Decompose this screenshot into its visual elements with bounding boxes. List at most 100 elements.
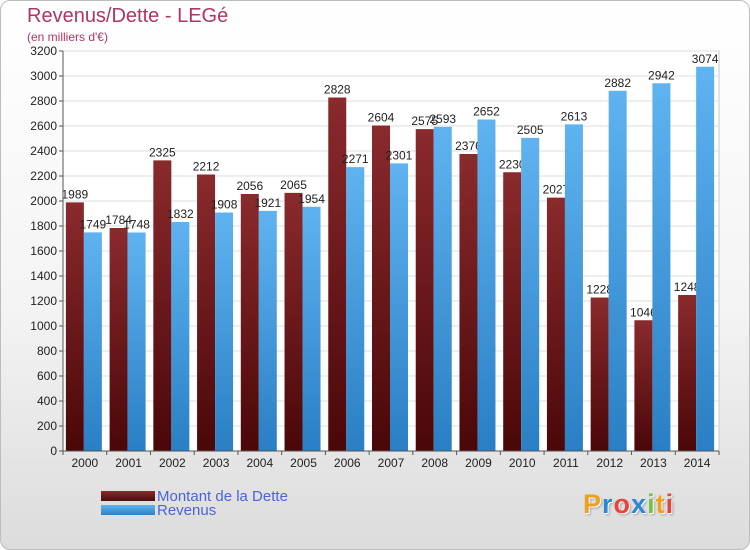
- logo-letter: i: [665, 489, 675, 519]
- y-tick-label: 2800: [30, 94, 57, 108]
- x-tick-label: 2008: [421, 456, 448, 470]
- bar-debt: [372, 125, 390, 451]
- bar-revenue: [564, 124, 583, 451]
- bar-revenue: [696, 66, 715, 451]
- data-label-revenue: 1748: [123, 218, 150, 232]
- data-label-debt: 1784: [105, 213, 132, 227]
- x-tick-label: 2002: [159, 456, 186, 470]
- bar-debt: [503, 172, 522, 451]
- x-tick-label: 2005: [290, 456, 317, 470]
- y-tick-label: 2400: [30, 144, 57, 158]
- bar-debt: [328, 97, 347, 451]
- data-label-debt: 1989: [62, 187, 89, 201]
- data-label-debt: 2027: [543, 183, 570, 197]
- bar-debt: [546, 197, 565, 451]
- bar-revenue: [521, 137, 540, 451]
- x-tick-label: 2004: [246, 456, 273, 470]
- bar-debt: [197, 174, 216, 451]
- x-tick-label: 2000: [72, 456, 99, 470]
- data-label-debt: 2376: [455, 139, 482, 153]
- bar-revenue: [477, 119, 496, 451]
- data-label-debt: 2212: [193, 160, 220, 174]
- data-label-revenue: 2301: [386, 148, 413, 162]
- bar-revenue: [390, 163, 408, 451]
- data-label-revenue: 2942: [648, 68, 675, 82]
- y-tick-label: 600: [37, 369, 57, 383]
- x-tick-label: 2014: [684, 456, 711, 470]
- data-label-revenue: 1749: [80, 217, 107, 231]
- y-tick-label: 1600: [30, 244, 57, 258]
- data-label-debt: 2604: [368, 111, 395, 125]
- y-tick-label: 1000: [30, 319, 57, 333]
- data-label-revenue: 2593: [429, 112, 456, 126]
- bar-revenue: [215, 212, 234, 451]
- legend-swatch-revenue: [101, 505, 155, 515]
- data-label-revenue: 1908: [211, 198, 238, 212]
- bar-revenue: [258, 210, 277, 451]
- x-tick-label: 2012: [596, 456, 623, 470]
- legend-item-debt: Montant de la Dette: [101, 487, 288, 505]
- bar-debt: [415, 129, 434, 451]
- data-label-debt: 2230: [499, 157, 526, 171]
- y-tick-label: 3000: [30, 69, 57, 83]
- bar-debt: [65, 202, 84, 451]
- x-tick-label: 2013: [640, 456, 667, 470]
- y-tick-label: 400: [37, 394, 57, 408]
- bar-debt: [240, 194, 259, 451]
- data-label-revenue: 3074: [692, 52, 719, 66]
- y-tick-label: 200: [37, 419, 57, 433]
- data-label-debt: 2065: [280, 178, 307, 192]
- bar-revenue: [608, 90, 627, 451]
- data-label-revenue: 2271: [342, 152, 369, 166]
- data-label-revenue: 2505: [517, 123, 544, 137]
- bar-revenue: [83, 232, 102, 451]
- bar-debt: [109, 228, 128, 451]
- bar-revenue: [346, 167, 365, 451]
- bar-debt: [459, 154, 478, 451]
- bar-debt: [590, 297, 609, 451]
- y-tick-label: 800: [37, 344, 57, 358]
- x-tick-label: 2010: [509, 456, 536, 470]
- data-label-revenue: 2882: [604, 76, 631, 90]
- y-tick-label: 3200: [30, 44, 57, 58]
- data-label-debt: 2056: [236, 179, 263, 193]
- bar-revenue: [127, 232, 146, 451]
- y-tick-label: 2200: [30, 169, 57, 183]
- data-label-revenue: 2613: [561, 109, 588, 123]
- x-tick-label: 2003: [203, 456, 230, 470]
- logo-letter: i: [647, 489, 656, 519]
- data-label-debt: 2325: [149, 145, 176, 159]
- x-tick-label: 2011: [553, 456, 579, 470]
- y-tick-label: 2000: [30, 194, 57, 208]
- y-tick-label: 1400: [30, 269, 57, 283]
- bar-revenue: [171, 222, 190, 451]
- proxiti-logo: Proxiti: [583, 489, 674, 520]
- legend-swatch-debt: [101, 491, 155, 501]
- data-label-revenue: 1832: [167, 207, 194, 221]
- bar-revenue: [302, 206, 321, 451]
- data-label-debt: 1046: [630, 305, 657, 319]
- x-tick-label: 2001: [115, 456, 142, 470]
- bar-debt: [153, 160, 172, 451]
- y-tick-label: 1800: [30, 219, 57, 233]
- bar-revenue: [433, 126, 452, 451]
- x-tick-label: 2006: [334, 456, 361, 470]
- y-tick-label: 1200: [30, 294, 57, 308]
- data-label-debt: 2575: [411, 114, 438, 128]
- data-label-debt: 1228: [586, 283, 613, 297]
- logo-letter: r: [602, 489, 614, 519]
- data-label-revenue: 2652: [473, 105, 500, 119]
- chart-title: Revenus/Dette - LEGé: [27, 5, 229, 27]
- legend-label-debt: Montant de la Dette: [157, 487, 288, 505]
- data-label-revenue: 1954: [298, 192, 325, 206]
- bar-debt: [678, 295, 697, 451]
- x-tick-label: 2009: [465, 456, 492, 470]
- y-tick-label: 0: [50, 444, 57, 458]
- y-tick-label: 2600: [30, 119, 57, 133]
- x-tick-label: 2007: [378, 456, 405, 470]
- logo-letter: o: [613, 489, 632, 519]
- bar-debt: [634, 320, 653, 451]
- legend-item-revenue: Revenus: [101, 502, 216, 519]
